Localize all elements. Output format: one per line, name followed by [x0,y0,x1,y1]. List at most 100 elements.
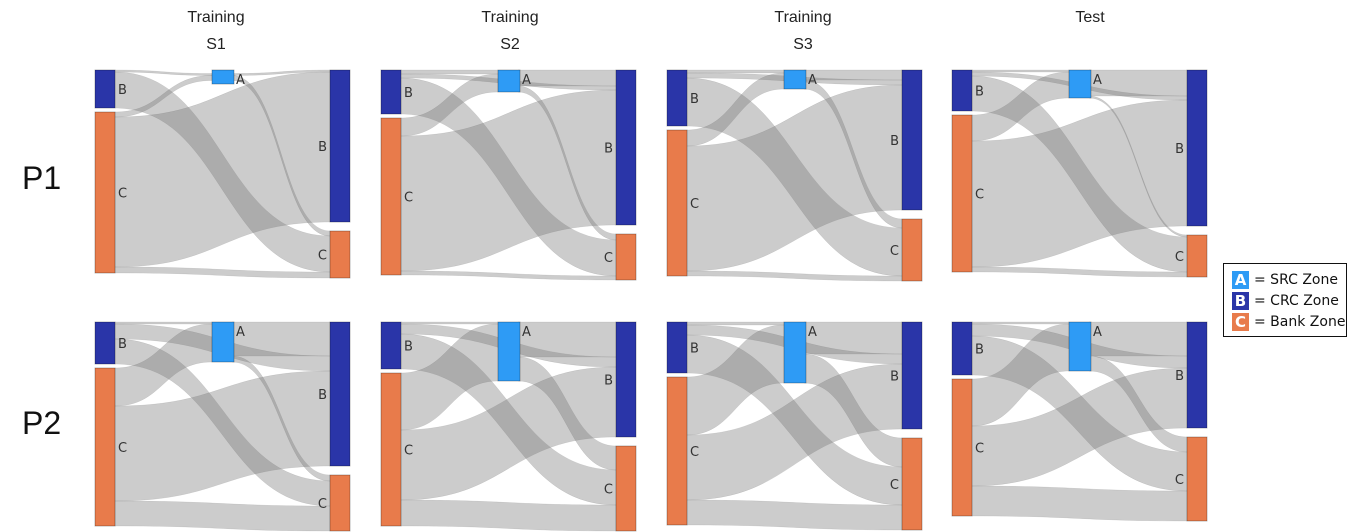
flow-b-to-a [400,69,499,75]
left-node-c [666,129,688,277]
flow-a-to-b [517,321,617,358]
middle-node-a [497,69,521,93]
right-node-c [901,437,923,531]
legend: A = SRC Zone B = CRC Zone C = Bank Zone [1223,263,1347,337]
middle-node-a-label: A [808,325,817,340]
middle-node-a-label: A [522,73,531,88]
row-label-p1: P1 [22,160,62,196]
left-node-b [94,69,116,109]
right-node-b [1186,321,1208,429]
right-node-c [1186,234,1208,278]
right-node-b-label: B [318,140,327,155]
left-node-c-label: C [404,191,413,206]
right-node-c [1186,436,1208,522]
flow-b-to-a [971,321,1070,325]
flow-c-to-c [114,266,331,279]
right-node-b-label: B [604,142,613,157]
right-node-b-label: B [890,370,899,385]
right-node-b [329,69,351,223]
legend-swatch-a: A [1232,270,1249,289]
right-node-b-label: B [890,134,899,149]
right-node-c-label: C [890,478,899,493]
left-node-c [94,111,116,274]
flow-a-to-b [517,69,617,87]
left-node-c-label: C [975,188,984,203]
middle-node-a-label: A [1093,325,1102,340]
left-node-b [380,69,402,115]
flow-b-to-a [686,321,785,326]
column-title-s3: Training S3 [774,9,832,53]
flow-b-to-a [114,321,213,325]
flow-a-to-b [1088,321,1188,357]
right-node-c-label: C [1175,250,1184,265]
flow-c-to-c [114,500,331,532]
legend-item-c: C = Bank Zone [1232,311,1346,332]
right-node-c [329,474,351,532]
right-node-b [901,69,923,211]
left-node-c-label: C [118,187,127,202]
middle-node-a-label: A [522,325,531,340]
row-label-p2: P2 [22,405,62,441]
flow-b-to-a [686,69,785,74]
flow-a-to-b [231,321,331,357]
flow-c-to-c [686,499,903,531]
left-node-b-label: B [690,342,699,357]
left-node-b-label: B [690,92,699,107]
middle-node-a [497,321,521,382]
flow-b-to-a [400,321,499,325]
right-node-c-label: C [604,251,613,266]
legend-swatch-b: B [1232,291,1249,310]
flow-a-to-b [803,321,903,355]
right-node-b-label: B [1175,369,1184,384]
flow-a-to-b [1088,69,1188,97]
right-node-b-label: B [318,388,327,403]
middle-node-a [211,321,235,363]
left-node-b [94,321,116,365]
left-node-c [380,117,402,276]
right-node-b-label: B [604,374,613,389]
left-node-b [951,69,973,112]
right-node-c-label: C [318,497,327,512]
left-node-b-label: B [118,83,127,98]
right-node-c [615,233,637,281]
left-node-b [666,69,688,127]
left-node-c-label: C [118,441,127,456]
left-node-c-label: C [690,445,699,460]
right-node-c-label: C [890,244,899,259]
left-node-c-label: C [690,197,699,212]
left-node-c [94,367,116,527]
left-node-b-label: B [404,340,413,355]
middle-node-a [1068,69,1092,99]
column-title-test: Test [1075,9,1105,26]
left-node-b [380,321,402,370]
right-node-c-label: C [318,249,327,264]
middle-node-a [211,69,235,85]
flow-b-to-a [971,69,1070,73]
left-node-b-label: B [118,337,127,352]
legend-label-a: = SRC Zone [1254,271,1338,288]
right-node-b [1186,69,1208,227]
left-node-c [951,114,973,273]
right-node-c [901,218,923,282]
legend-label-c: = Bank Zone [1254,313,1346,330]
left-node-c-label: C [404,444,413,459]
legend-label-b: = CRC Zone [1254,292,1339,309]
column-title-s2: Training S2 [481,9,539,53]
flow-c-to-c [400,270,617,281]
middle-node-a [783,69,807,90]
left-node-b-label: B [975,343,984,358]
middle-node-a [1068,321,1092,372]
left-node-c-label: C [975,442,984,457]
flow-c-to-c [971,485,1188,522]
right-node-c [329,230,351,279]
right-node-b [901,321,923,430]
flow-c-to-c [686,270,903,282]
left-node-b-label: B [975,85,984,100]
middle-node-a-label: A [236,325,245,340]
left-node-b [666,321,688,374]
left-node-b-label: B [404,86,413,101]
left-node-c [666,376,688,526]
right-node-b [615,69,637,226]
